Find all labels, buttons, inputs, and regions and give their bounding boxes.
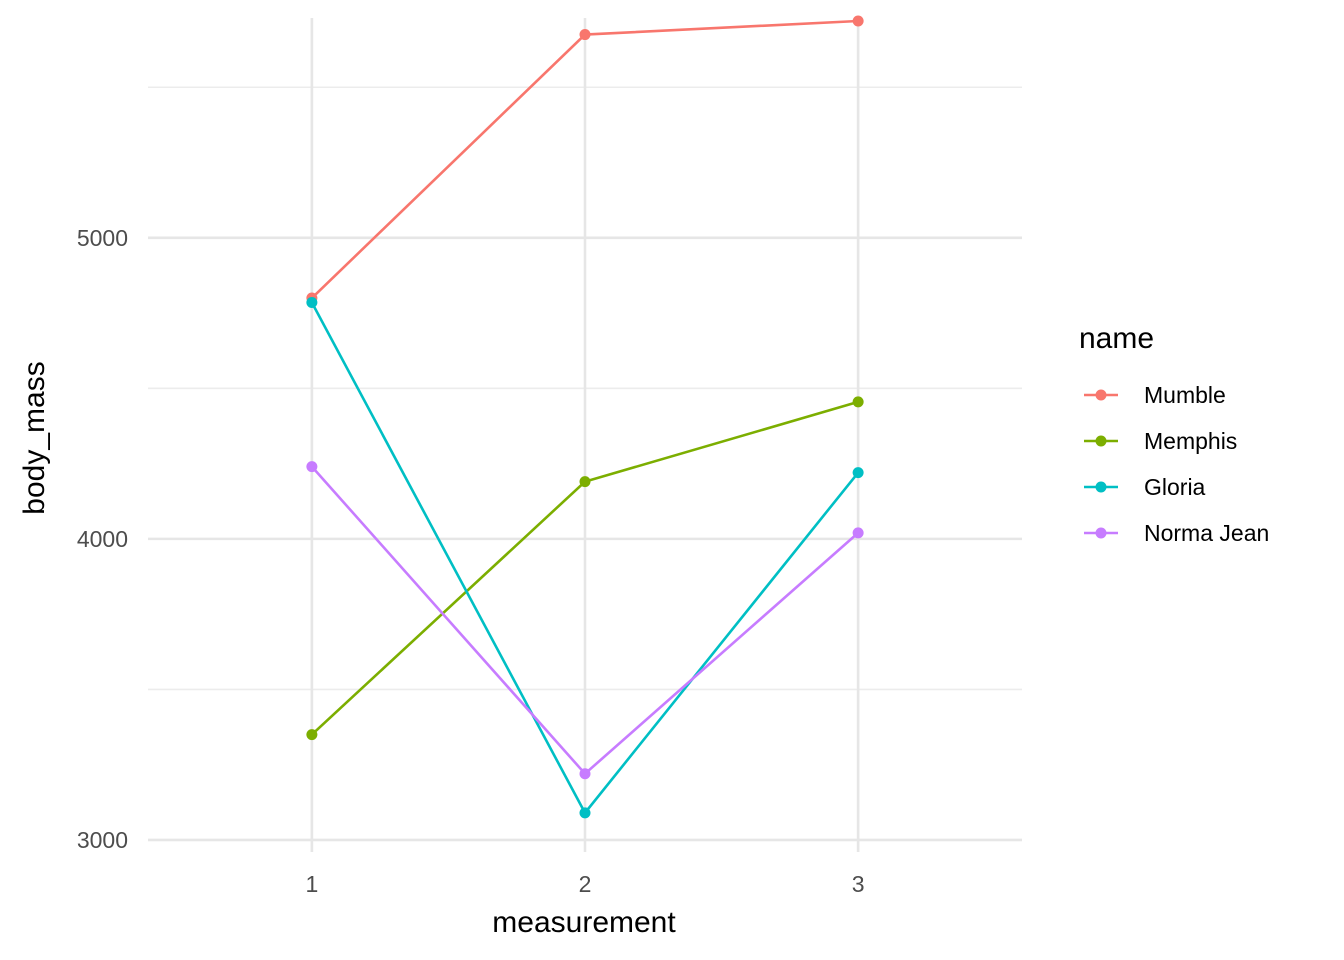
y-tick-label: 4000 <box>77 526 128 552</box>
legend-item-norma-jean: Norma Jean <box>1084 520 1269 546</box>
data-point-memphis <box>852 396 864 408</box>
x-axis-title: measurement <box>492 906 676 939</box>
y-tick-label: 5000 <box>77 225 128 251</box>
legend-key-point <box>1095 435 1107 447</box>
legend-label: Memphis <box>1144 428 1237 454</box>
series-gloria <box>306 297 864 819</box>
series-norma-jean <box>306 461 864 780</box>
series-layer <box>306 15 864 819</box>
data-point-gloria <box>579 807 591 819</box>
data-point-memphis <box>579 476 591 488</box>
series-memphis <box>306 396 864 741</box>
data-point-mumble <box>852 15 864 27</box>
y-tick-label: 3000 <box>77 827 128 853</box>
x-tick-label: 2 <box>579 871 592 897</box>
data-point-gloria <box>306 297 318 309</box>
data-point-norma-jean <box>306 461 318 473</box>
legend-key-point <box>1095 389 1107 401</box>
data-point-mumble <box>579 29 591 41</box>
x-tick-label: 3 <box>852 871 865 897</box>
legend: name Mumble Memphis Gloria Norma Jean <box>1079 322 1269 546</box>
legend-item-gloria: Gloria <box>1084 474 1206 500</box>
data-point-gloria <box>852 467 864 479</box>
legend-title: name <box>1079 322 1154 355</box>
legend-item-mumble: Mumble <box>1084 382 1226 408</box>
legend-key-point <box>1095 481 1107 493</box>
legend-key-point <box>1095 527 1107 539</box>
legend-label: Norma Jean <box>1144 520 1269 546</box>
y-axis-title: body_mass <box>18 361 51 514</box>
data-point-norma-jean <box>852 527 864 539</box>
legend-label: Mumble <box>1144 382 1226 408</box>
y-axis-ticks: 3000 4000 5000 <box>77 225 128 853</box>
x-tick-label: 1 <box>305 871 318 897</box>
legend-item-memphis: Memphis <box>1084 428 1237 454</box>
data-point-norma-jean <box>579 768 591 780</box>
grid <box>148 18 1022 852</box>
data-point-memphis <box>306 729 318 741</box>
x-axis-ticks: 1 2 3 <box>305 871 864 897</box>
legend-label: Gloria <box>1144 474 1206 500</box>
